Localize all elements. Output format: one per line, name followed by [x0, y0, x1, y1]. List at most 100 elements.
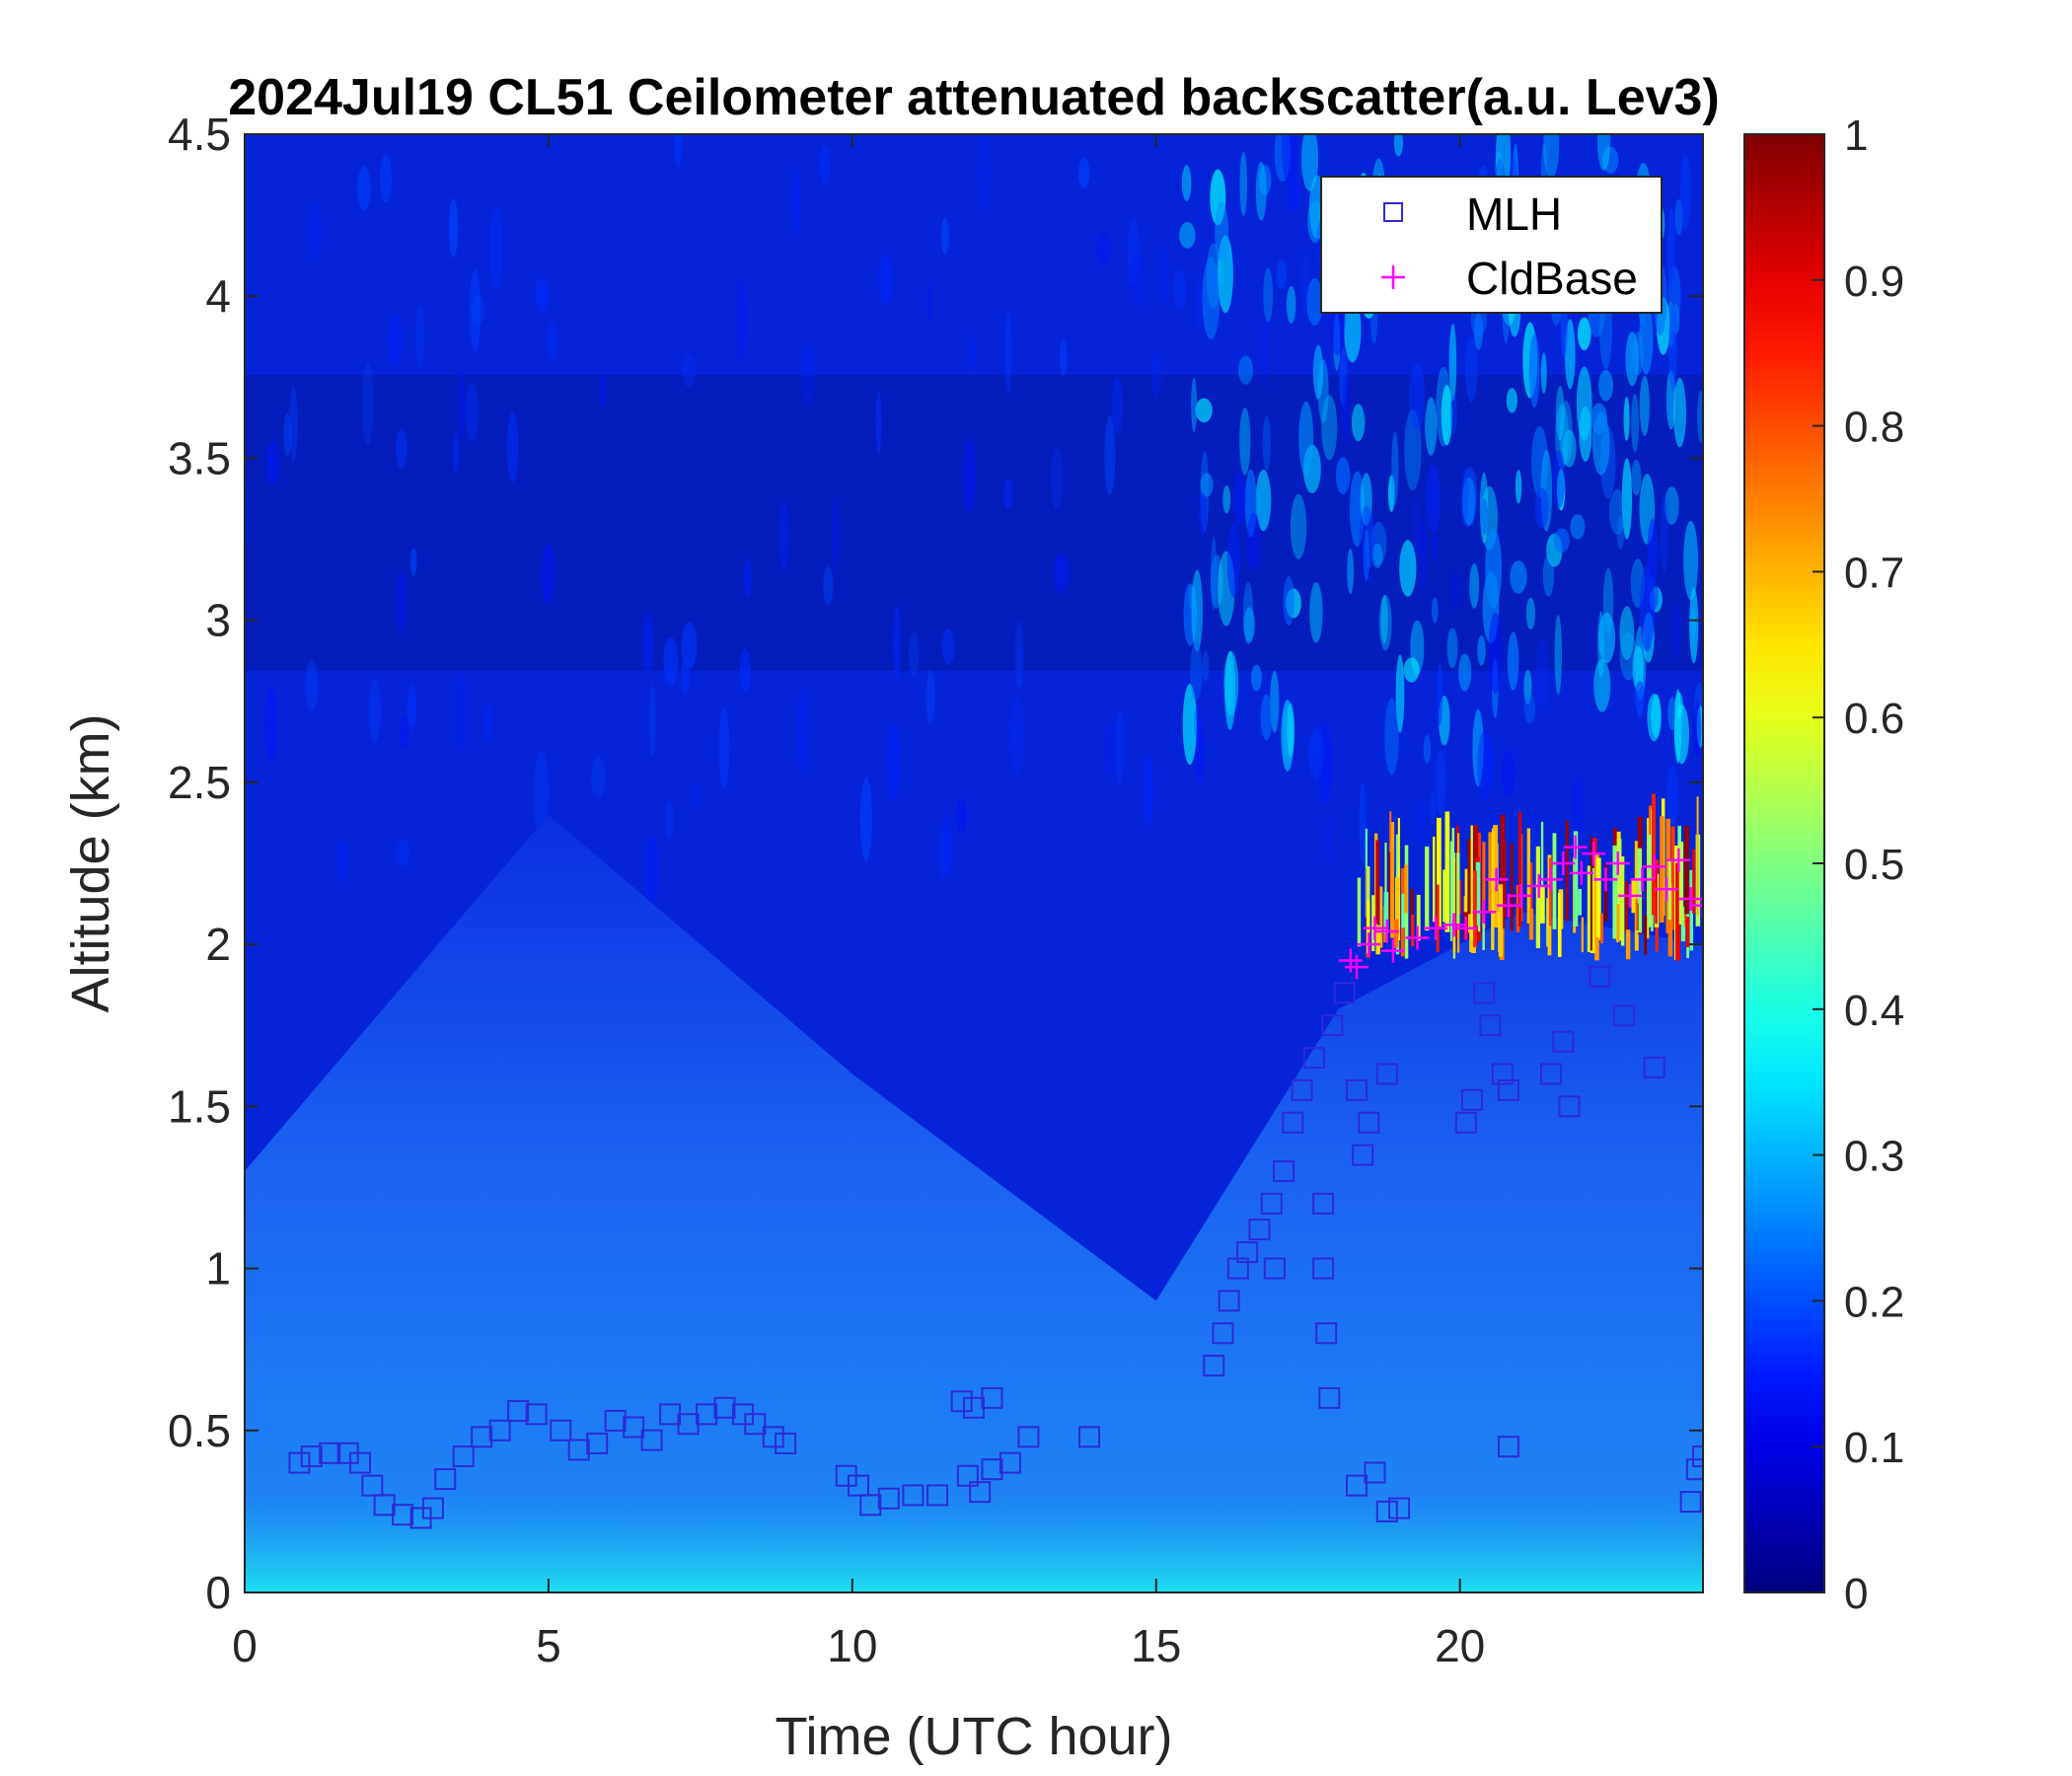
aerosol-speckle — [1274, 134, 1292, 183]
colorbar-tick-label: 0.5 — [1844, 841, 1904, 889]
aerosol-speckle — [1534, 486, 1549, 530]
aerosol-speckle — [1672, 377, 1687, 448]
aerosol-speckle — [1306, 277, 1323, 326]
aerosol-speckle — [409, 548, 417, 577]
upper-dark-band — [245, 375, 1703, 671]
cloud-streak — [1528, 908, 1534, 940]
aerosol-speckle — [1577, 317, 1591, 351]
colorbar: 0 0.1 0.2 0.3 0.4 0.5 0.6 0.7 0.8 0.9 1 — [1743, 111, 1904, 1618]
mlh-marker — [1352, 1144, 1374, 1166]
mlh-marker — [713, 1396, 736, 1419]
aerosol-speckle — [599, 373, 607, 408]
aerosol-speckle — [1222, 484, 1231, 514]
cloud-streak — [1621, 856, 1625, 946]
aerosol-speckle — [1300, 251, 1310, 315]
mlh-marker — [1497, 1078, 1519, 1101]
aerosol-speckle — [357, 166, 371, 211]
cloud-streak — [1410, 888, 1414, 934]
colorbar-tick-label: 0 — [1844, 1570, 1868, 1618]
mlh-marker — [434, 1468, 457, 1491]
aerosol-speckle — [1665, 485, 1679, 526]
mlh-marker — [550, 1419, 572, 1442]
aerosol-speckle — [1523, 694, 1536, 724]
colorbar-tick-label: 0.2 — [1844, 1278, 1904, 1326]
aerosol-speckle — [1263, 267, 1274, 323]
aerosol-speckle — [644, 836, 659, 906]
cloud-streak — [1526, 828, 1530, 925]
cldbase-marker — [1691, 893, 1703, 918]
cloud-streak — [1660, 816, 1665, 924]
cloud-streak — [1388, 851, 1392, 921]
cldbase-marker — [1666, 848, 1691, 872]
cloud-streak — [1510, 843, 1514, 931]
aerosol-speckle — [289, 386, 298, 462]
mlh-marker — [1388, 1497, 1411, 1519]
mlh-marker — [1558, 1095, 1581, 1118]
cloud-streak — [1416, 894, 1421, 941]
aerosol-speckle — [1502, 749, 1516, 796]
aerosol-speckle — [1191, 569, 1203, 652]
mlh-marker — [1345, 1078, 1368, 1101]
cloud-streak — [1647, 834, 1652, 927]
aerosol-speckle — [1179, 222, 1196, 249]
aerosol-speckle — [1395, 654, 1405, 733]
aerosol-speckle — [1393, 134, 1404, 157]
aerosol-speckle — [1341, 374, 1351, 447]
aerosol-speckle — [1111, 377, 1124, 435]
cloud-streak — [1540, 885, 1545, 924]
cloud-streak — [1449, 841, 1453, 941]
aerosol-speckle — [309, 202, 323, 261]
cldbase-marker — [1338, 948, 1363, 973]
cloud-streak — [1375, 840, 1379, 925]
mlh-marker — [956, 1464, 979, 1487]
mlh-marker — [950, 1390, 973, 1413]
aerosol-speckle — [1559, 401, 1573, 466]
aerosol-speckle — [642, 613, 654, 673]
mlh-marker — [1212, 1322, 1234, 1345]
mlh-marker — [859, 1494, 882, 1517]
aerosol-speckle — [1435, 748, 1446, 815]
aerosol-speckle — [1009, 694, 1024, 777]
aerosol-speckle — [1290, 493, 1307, 559]
mlh-marker — [1364, 1461, 1386, 1484]
aerosol-speckle — [1014, 621, 1024, 689]
aerosol-speckle — [1423, 734, 1432, 765]
cldbase-marker — [1655, 877, 1679, 902]
aerosol-speckle — [1339, 346, 1348, 408]
cldbase-marker — [1509, 883, 1533, 908]
cloud-streak — [1635, 898, 1638, 930]
mlh-marker — [1460, 1088, 1483, 1111]
mlh-marker — [1312, 1257, 1335, 1280]
cloud-streak — [1600, 913, 1603, 944]
aerosol-speckle — [1639, 565, 1655, 652]
aerosol-speckle — [1598, 612, 1616, 664]
cloud-streak — [1432, 836, 1436, 923]
aerosol-speckle — [1129, 251, 1146, 308]
aerosol-speckle — [859, 777, 872, 861]
mlh-marker — [1473, 982, 1496, 1004]
cloud-streak — [1443, 869, 1447, 923]
mlh-marker — [452, 1445, 475, 1468]
aerosol-speckle — [591, 756, 606, 798]
aerosol-speckle — [1591, 403, 1607, 435]
mlh-marker — [392, 1504, 414, 1526]
aerosol-speckle — [1312, 344, 1324, 400]
cloud-streak — [1394, 876, 1399, 935]
aerosol-speckle — [1210, 555, 1223, 609]
aerosol-speckle — [941, 628, 955, 665]
aerosol-speckle — [1309, 581, 1323, 643]
aerosol-speckle — [1461, 466, 1478, 527]
cldbase-marker — [1630, 867, 1655, 892]
cloud-streak — [1383, 891, 1389, 933]
cloud-streak — [1670, 826, 1675, 930]
mlh-marker — [1685, 1458, 1703, 1481]
aerosol-speckle — [1579, 406, 1592, 462]
aerosol-speckle — [506, 411, 519, 482]
mlh-marker — [847, 1474, 869, 1497]
aerosol-speckle — [1425, 397, 1438, 456]
aerosol-speckle — [1555, 404, 1569, 470]
mlh-marker — [1321, 1014, 1344, 1037]
aerosol-speckle — [1464, 336, 1478, 403]
colorbar-tick-label: 0.3 — [1844, 1133, 1904, 1181]
cloud-streak — [1587, 865, 1591, 952]
